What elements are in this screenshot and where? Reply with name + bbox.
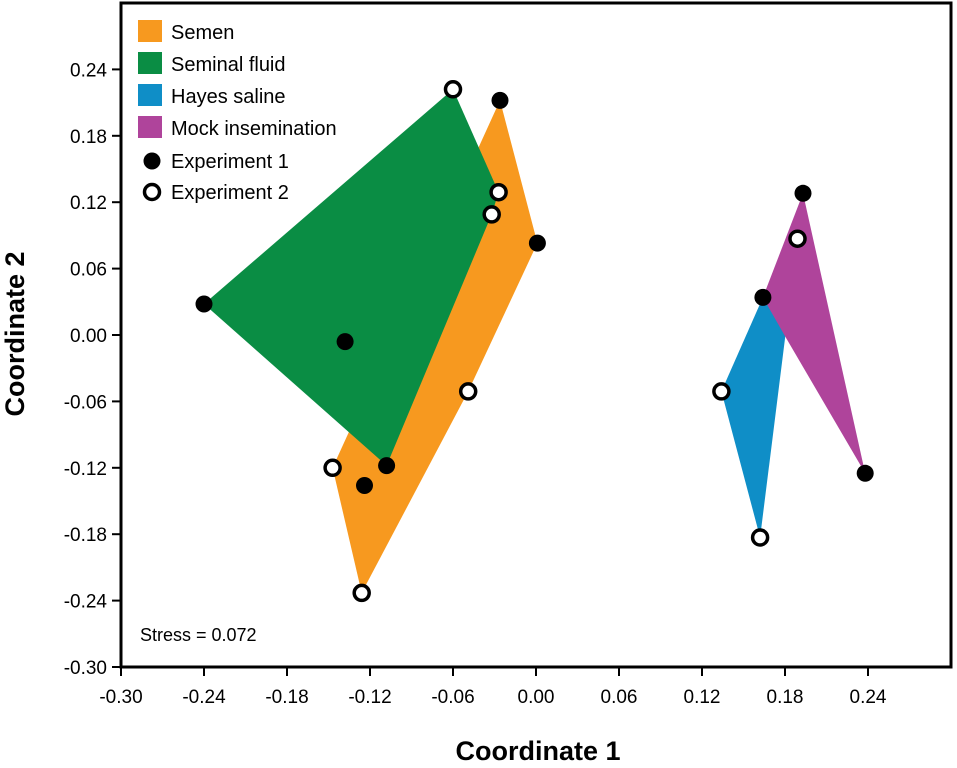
point-experiment-1 [856,464,874,482]
legend-label: Experiment 1 [171,151,289,173]
y-tick-label: -0.06 [64,392,107,413]
legend-swatch [138,20,162,42]
point-experiment-2 [489,182,508,202]
point-experiment-2 [323,458,342,478]
y-tick-label: 0.06 [70,260,107,281]
point-experiment-2 [712,382,731,401]
x-axis-title: Coordinate 1 [455,736,620,766]
legend-swatch [138,52,162,74]
point-experiment-1 [491,91,509,109]
point-experiment-2 [443,80,463,99]
x-tick-label: 0.18 [767,687,804,708]
legend-swatch [138,116,162,138]
group-hulls [204,89,866,593]
hull-seminal-fluid [204,89,499,466]
hull-mock-insemination [762,193,866,474]
x-tick-label: -0.06 [431,687,474,708]
x-tick-label: -0.30 [99,687,142,708]
x-tick-label: 0.12 [684,687,721,708]
legend-label: Seminal fluid [171,54,286,76]
legend-label: Hayes saline [171,86,286,108]
y-tick-label: -0.30 [64,658,107,679]
point-experiment-2 [458,382,478,401]
x-tick-label: -0.24 [182,687,226,708]
x-tick-label: 0.06 [601,687,638,708]
legend-label: Experiment 2 [171,182,289,204]
y-tick-label: 0.12 [70,193,107,214]
legend-swatch [138,84,162,106]
legend-marker-open [142,182,162,202]
point-experiment-1 [378,457,396,475]
y-tick-label: -0.24 [64,592,108,613]
point-experiment-2 [352,583,371,603]
point-experiment-2 [482,205,501,224]
y-tick-label: 0.18 [70,127,107,148]
y-tick-label: 0.00 [70,326,107,347]
point-experiment-1 [794,184,812,202]
x-axis-ticks: -0.30 -0.24 -0.18 -0.12 -0.06 0.00 0.06 0.12 0.1… [99,667,887,708]
point-experiment-2 [788,229,807,248]
point-experiment-1 [754,288,772,306]
y-tick-label: -0.18 [64,525,107,546]
point-experiment-2 [750,528,770,547]
y-tick-label: -0.12 [64,459,107,480]
y-axis-title: Coordinate 2 [0,251,30,416]
point-experiment-1 [356,477,373,494]
x-tick-label: -0.18 [265,687,308,708]
legend-label: Semen [171,22,234,44]
data-points [195,80,874,603]
legend: Semen Seminal fluid Hayes saline Mock insem… [138,20,337,204]
point-experiment-1 [528,234,546,252]
stress-annotation: Stress = 0.072 [140,625,257,645]
legend-label: Mock insemination [171,118,337,140]
y-tick-label: 0.24 [70,60,107,81]
y-axis-ticks: -0.30 -0.24 -0.18 -0.12 -0.06 0.00 0.06 0.12 0.1… [64,60,121,679]
legend-marker-filled [143,152,161,170]
x-tick-label: 0.24 [850,687,887,708]
point-experiment-1 [336,333,354,351]
point-experiment-1 [195,295,213,313]
x-tick-label: 0.00 [518,687,555,708]
x-tick-label: -0.12 [348,687,391,708]
